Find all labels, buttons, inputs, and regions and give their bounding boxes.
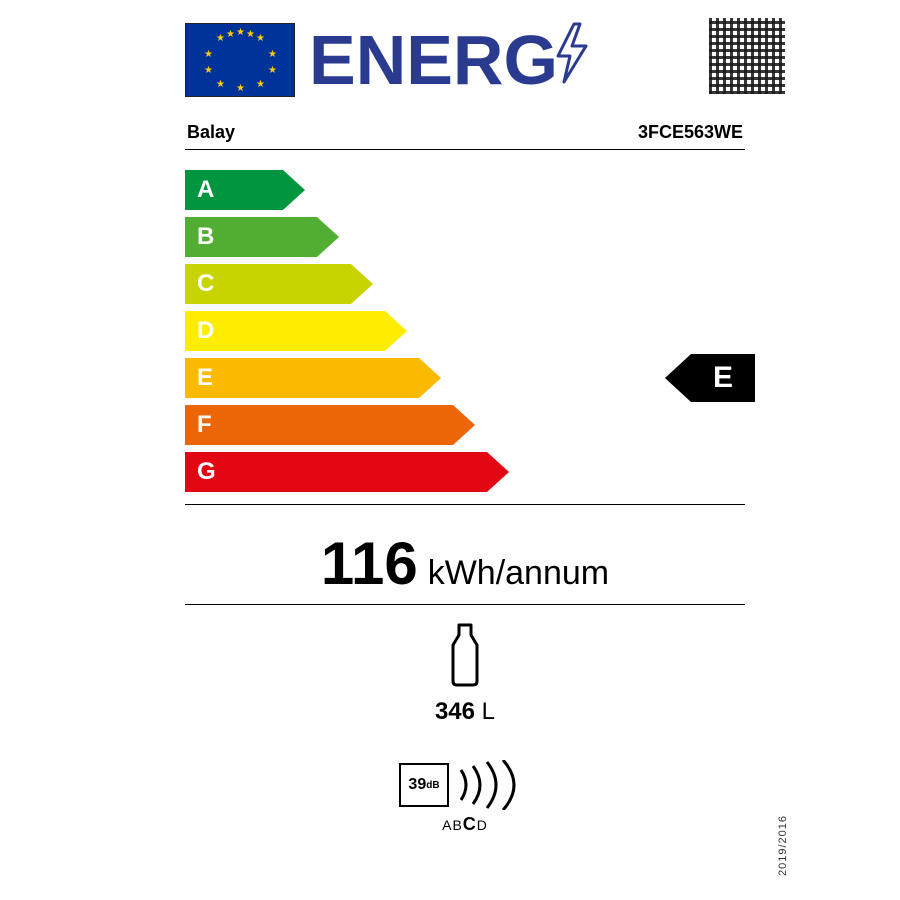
efficiency-class-letter: C [197, 264, 214, 304]
efficiency-class-letter: D [197, 311, 214, 351]
separator-mid [185, 504, 745, 505]
noise-class-D: D [477, 817, 488, 833]
energy-title-text: ENERG [309, 20, 558, 100]
bottom-info: 346 L 39dB ABCD [185, 623, 745, 835]
rating-indicator-arrowhead [665, 354, 691, 402]
header-row: ★ ★ ★ ★ ★ ★ ★ ★ ★ ★ ★ ★ ENERG [185, 18, 745, 102]
volume-line: 346 L [435, 698, 495, 726]
consumption-unit: kWh/annum [428, 554, 609, 592]
annual-consumption: 116 kWh/annum [185, 529, 745, 598]
volume-block: 346 L [435, 623, 495, 726]
efficiency-class-letter: B [197, 217, 214, 257]
noise-class-A: A [442, 817, 452, 833]
noise-class-B: B [452, 817, 462, 833]
qr-code-icon [709, 18, 785, 94]
efficiency-class-letter: E [197, 358, 213, 398]
regulation-number: 2019/2016 [777, 815, 789, 876]
efficiency-scale: E ABCDEFG [185, 170, 745, 498]
volume-unit: L [482, 698, 495, 725]
noise-class-C: C [463, 814, 477, 834]
sound-waves-icon [457, 760, 531, 810]
noise-db-box: 39dB [399, 763, 449, 807]
rating-letter: E [691, 354, 755, 402]
noise-block: 39dB ABCD [399, 760, 531, 835]
brand-model-row: Balay 3FCE563WE [185, 122, 745, 143]
consumption-value: 116 [321, 530, 418, 597]
bottle-icon [443, 623, 487, 687]
energy-label: ★ ★ ★ ★ ★ ★ ★ ★ ★ ★ ★ ★ ENERG Balay 3FCE… [185, 18, 745, 882]
lightning-bolt-icon [552, 22, 592, 99]
noise-class-scale: ABCD [399, 814, 531, 835]
separator-bottom [185, 604, 745, 605]
volume-value: 346 [435, 698, 475, 725]
efficiency-class-letter: G [197, 452, 216, 492]
noise-db-unit: dB [426, 780, 439, 791]
efficiency-class-letter: F [197, 405, 212, 445]
noise-row: 39dB [399, 760, 531, 810]
model-number: 3FCE563WE [638, 122, 743, 143]
energy-title: ENERG [309, 20, 592, 100]
efficiency-class-letter: A [197, 170, 214, 210]
noise-db-value: 39 [408, 776, 426, 794]
rating-indicator: E [665, 354, 755, 402]
separator-top [185, 149, 745, 150]
brand-name: Balay [187, 122, 235, 143]
eu-flag-icon: ★ ★ ★ ★ ★ ★ ★ ★ ★ ★ ★ ★ [185, 23, 295, 97]
